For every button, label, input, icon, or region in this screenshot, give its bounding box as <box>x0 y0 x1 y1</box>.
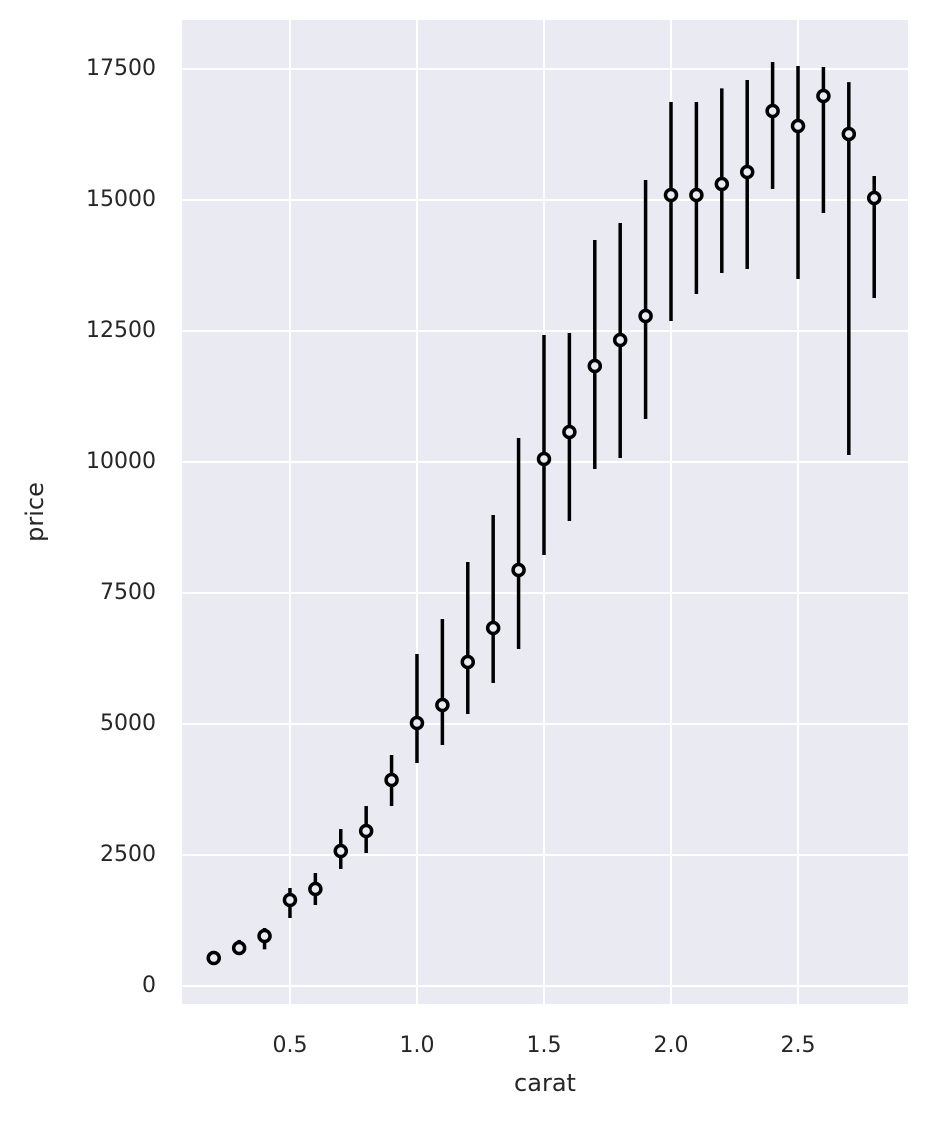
x-tick-label: 0.5 <box>272 1033 307 1058</box>
y-tick-label: 17500 <box>86 56 156 81</box>
point <box>435 697 450 713</box>
y-tick-label: 10000 <box>86 449 156 474</box>
y-tick-label: 15000 <box>86 187 156 212</box>
y-tick-label: 5000 <box>100 711 156 736</box>
point <box>663 187 679 203</box>
point <box>765 103 780 119</box>
point <box>206 950 222 966</box>
y-tick-label: 12500 <box>86 318 156 343</box>
point <box>257 928 272 944</box>
point <box>739 164 755 180</box>
point <box>587 358 603 374</box>
point <box>333 843 349 859</box>
point <box>790 118 806 134</box>
point <box>384 772 399 788</box>
point <box>689 187 704 203</box>
x-tick-label: 1.0 <box>399 1033 434 1058</box>
point <box>714 176 730 192</box>
point <box>511 562 526 578</box>
point <box>612 332 628 348</box>
point <box>866 190 882 206</box>
y-tick-label: 0 <box>142 973 156 998</box>
y-tick-label: 2500 <box>100 842 156 867</box>
point <box>409 715 425 731</box>
x-axis-label: carat <box>514 1069 576 1097</box>
y-tick-label: 7500 <box>100 580 156 605</box>
point <box>816 88 831 104</box>
point <box>638 308 653 324</box>
y-axis-label: price <box>21 482 49 542</box>
x-tick-label: 1.5 <box>526 1033 561 1058</box>
point <box>841 126 857 142</box>
point <box>460 654 476 670</box>
point <box>536 451 552 467</box>
point <box>308 881 323 897</box>
point <box>485 620 501 636</box>
x-tick-label: 2.5 <box>781 1033 816 1058</box>
marks <box>206 61 882 966</box>
point <box>562 424 577 440</box>
point <box>358 823 374 839</box>
point <box>231 940 247 956</box>
x-tick-label: 2.0 <box>653 1033 688 1058</box>
point <box>282 892 298 908</box>
